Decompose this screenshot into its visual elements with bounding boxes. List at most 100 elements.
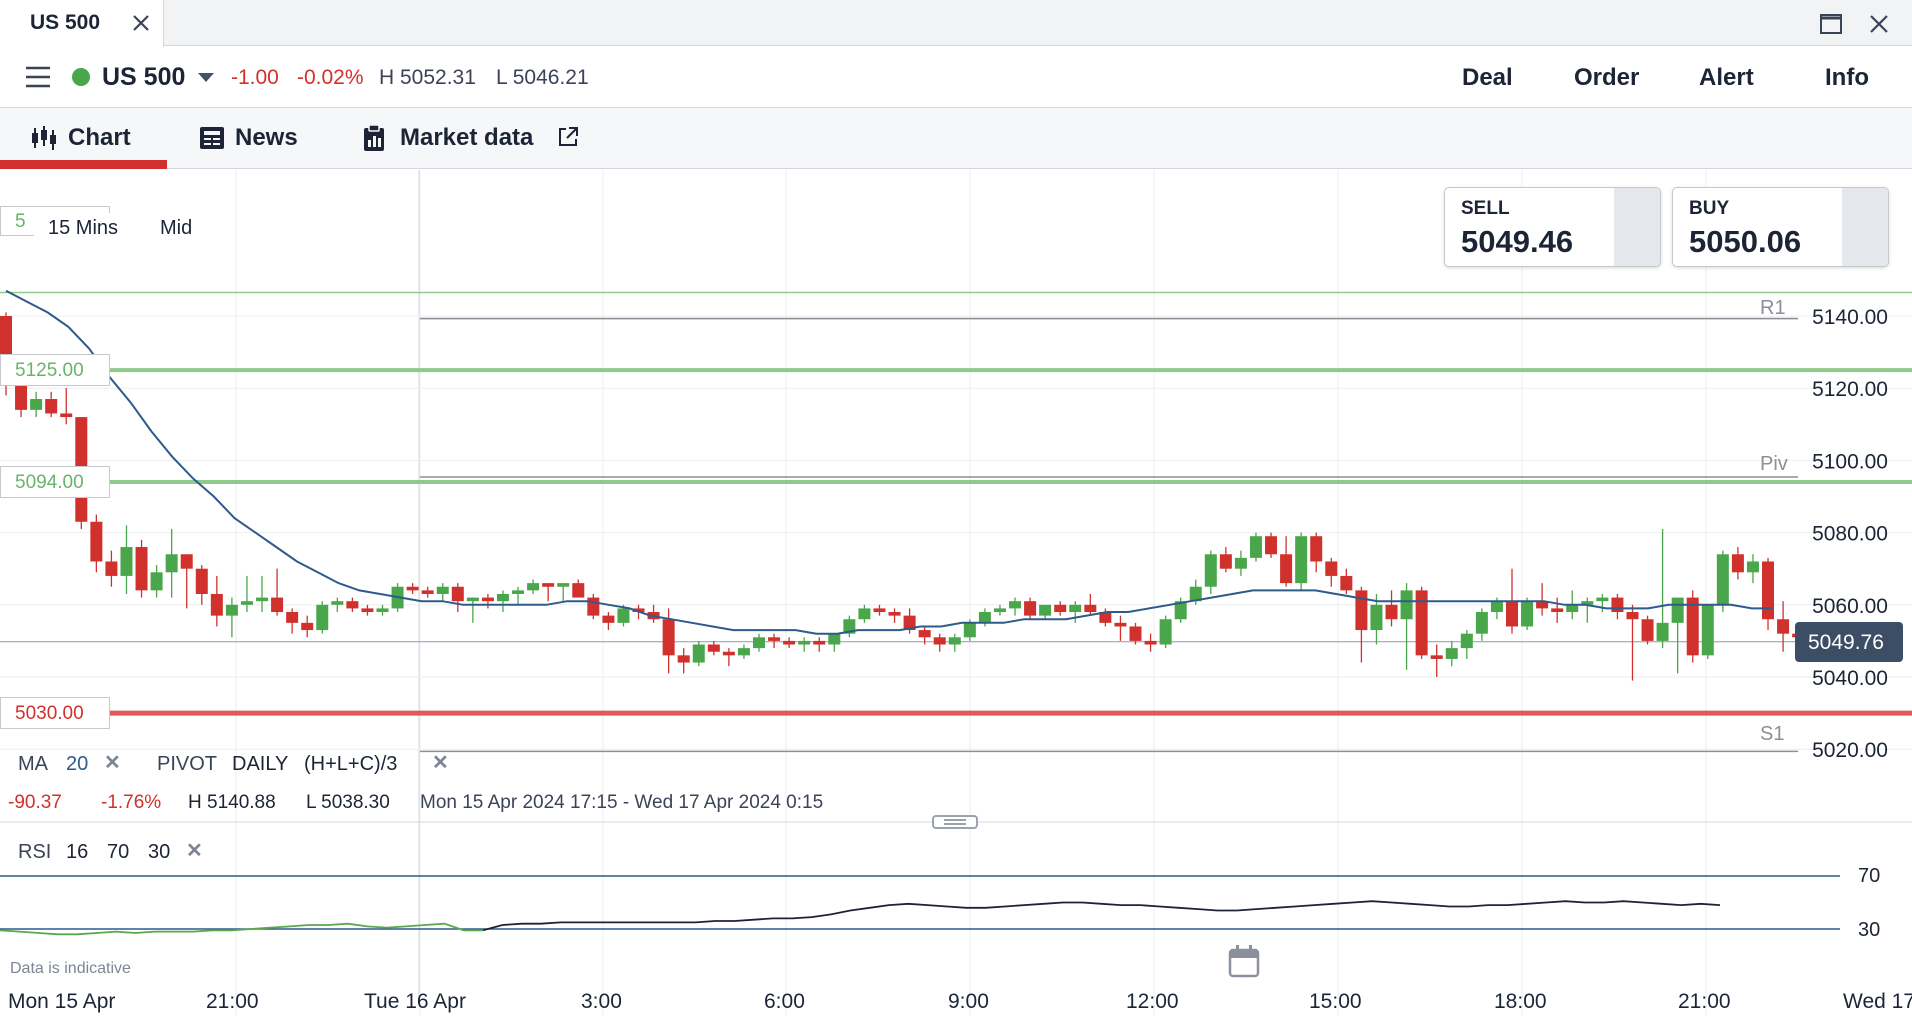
y-tick-label: 5080.00 <box>1812 523 1888 546</box>
rsi-upper[interactable]: 70 <box>107 841 130 863</box>
candle <box>933 637 946 645</box>
candle <box>1566 604 1579 613</box>
candle <box>978 612 991 623</box>
info-link[interactable]: Info <box>1825 64 1869 91</box>
candle <box>662 619 675 656</box>
instrument-header: US 500 -1.00 -0.02% H 5052.31 L 5046.21 … <box>0 47 1912 108</box>
y-tick-label: 5140.00 <box>1812 306 1888 329</box>
calendar-icon[interactable] <box>1228 944 1260 978</box>
candle <box>632 608 645 613</box>
candle <box>1204 554 1217 587</box>
candle <box>1731 554 1744 573</box>
active-tab-indicator <box>0 160 167 169</box>
candle <box>1024 601 1037 616</box>
level-label-5094[interactable]: 5094.00 <box>0 466 110 498</box>
candle <box>1460 633 1473 649</box>
price-chart[interactable]: 5140.00 5120.00 5100.00 5080.00 5060.00 5040.… <box>0 170 1912 1016</box>
data-indicative-note: Data is indicative <box>10 960 131 977</box>
candle <box>1641 619 1654 641</box>
candle <box>512 590 525 594</box>
alert-link[interactable]: Alert <box>1699 64 1754 91</box>
maximize-icon[interactable] <box>1816 9 1846 39</box>
candle <box>1129 626 1142 641</box>
instrument-name[interactable]: US 500 <box>102 63 186 91</box>
candle <box>737 648 750 656</box>
rsi-lower[interactable]: 30 <box>148 841 171 863</box>
y-tick-label: 5040.00 <box>1812 667 1888 690</box>
remove-ma-icon[interactable]: ✕ <box>104 752 121 774</box>
candle <box>1536 601 1549 609</box>
candle <box>1174 601 1187 620</box>
x-tick-0300: 3:00 <box>581 990 622 1013</box>
candle <box>1370 604 1383 631</box>
level-label-5125[interactable]: 5125.00 <box>0 354 110 386</box>
tab-chart[interactable]: Chart <box>0 108 167 169</box>
current-price-tag: 5049.76 <box>1795 622 1903 662</box>
candle <box>1054 604 1067 613</box>
tab-news-label: News <box>235 124 298 151</box>
candle <box>15 380 28 410</box>
candle <box>722 651 735 656</box>
buy-ticket[interactable]: BUY 5050.06 <box>1672 187 1889 267</box>
window-tab-title: US 500 <box>30 11 101 34</box>
header-high: H 5052.31 <box>379 66 476 89</box>
interval-selector[interactable]: 15 Mins <box>34 213 133 244</box>
candle <box>436 586 449 594</box>
pivot-period[interactable]: DAILY <box>232 753 289 775</box>
candle <box>466 597 479 602</box>
candle <box>210 593 223 616</box>
candle <box>1656 622 1669 641</box>
header-low: L 5046.21 <box>496 66 589 89</box>
close-window-icon[interactable] <box>1864 9 1894 39</box>
candle <box>1114 622 1127 627</box>
candle <box>813 640 826 645</box>
candle <box>527 583 540 591</box>
candle <box>1069 604 1082 613</box>
candle <box>903 615 916 631</box>
close-icon[interactable] <box>128 10 154 36</box>
candle <box>1611 597 1624 613</box>
range-change-pct: -1.76% <box>101 792 162 813</box>
candle <box>1295 536 1308 584</box>
deal-link[interactable]: Deal <box>1462 64 1513 91</box>
candle <box>1385 604 1398 620</box>
candle <box>271 597 284 613</box>
candle <box>557 583 570 587</box>
candle <box>451 586 464 602</box>
remove-pivot-icon[interactable]: ✕ <box>432 752 449 774</box>
window-tab[interactable]: US 500 <box>0 0 164 47</box>
candle <box>60 413 73 418</box>
order-link[interactable]: Order <box>1574 64 1640 91</box>
candlestick-icon <box>32 126 56 150</box>
clipboard-icon <box>364 124 384 151</box>
candle <box>587 597 600 616</box>
panel-resize-handle[interactable] <box>932 815 978 829</box>
level-label-5030[interactable]: 5030.00 <box>0 697 110 729</box>
candle <box>286 612 299 623</box>
candle <box>240 601 253 605</box>
candle <box>1475 612 1488 634</box>
candle <box>45 399 58 414</box>
hamburger-menu-icon[interactable] <box>24 64 52 90</box>
caret-down-icon[interactable] <box>198 73 214 82</box>
candle <box>1415 590 1428 656</box>
candle <box>617 608 630 623</box>
price-type-selector[interactable]: Mid <box>146 213 207 244</box>
candle <box>1521 601 1534 627</box>
candle <box>406 586 419 591</box>
candle <box>301 622 314 631</box>
ma-period[interactable]: 20 <box>66 753 89 775</box>
x-tick-2100-a: 21:00 <box>206 990 259 1013</box>
candle <box>1430 655 1443 659</box>
rsi-period[interactable]: 16 <box>66 841 89 863</box>
pivot-formula[interactable]: (H+L+C)/3 <box>304 753 398 775</box>
candle <box>135 547 148 591</box>
candle <box>256 597 269 602</box>
window-tab-strip: US 500 <box>0 0 1912 47</box>
remove-rsi-icon[interactable]: ✕ <box>186 840 203 862</box>
tab-news[interactable]: News <box>190 108 320 169</box>
view-tabs: Chart News Market data <box>0 108 1912 169</box>
tab-market-data[interactable]: Market data <box>360 108 590 169</box>
sell-ticket[interactable]: SELL 5049.46 <box>1444 187 1661 267</box>
candle <box>768 637 781 641</box>
